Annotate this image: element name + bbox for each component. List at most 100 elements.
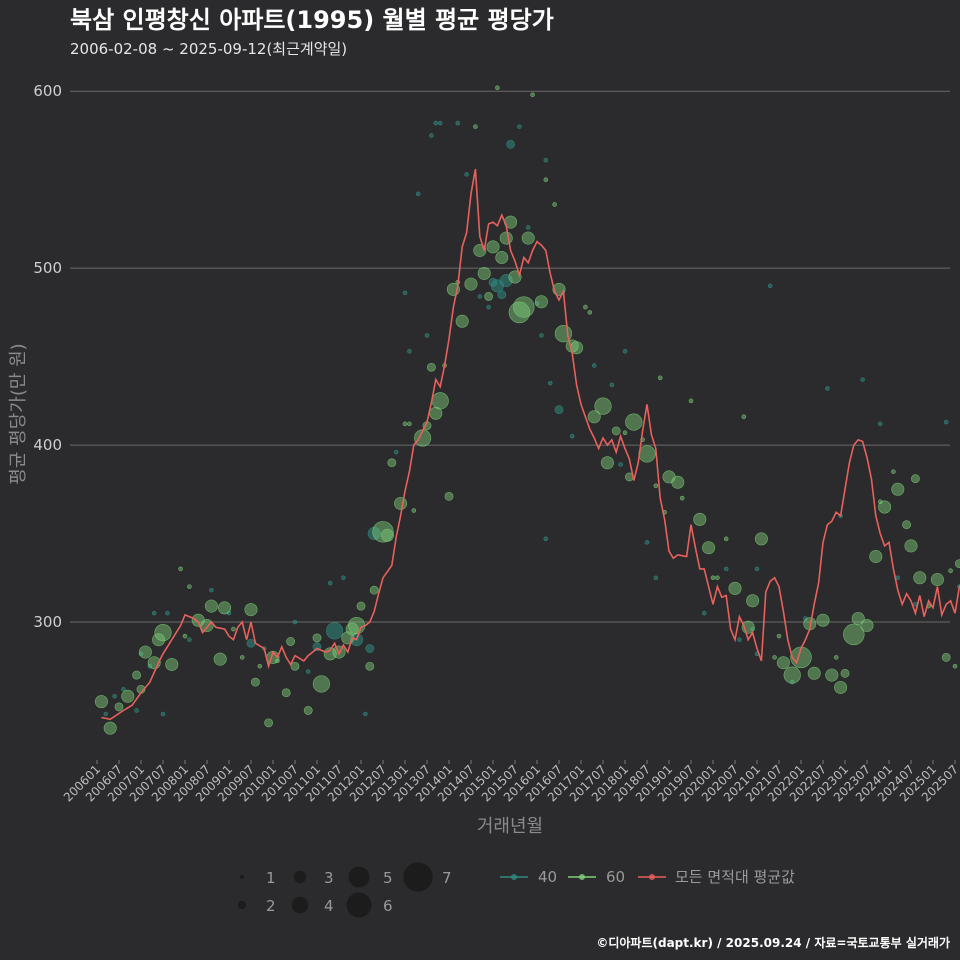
point-60-32: [312, 675, 331, 693]
point-40-6: [151, 610, 157, 616]
point-60-42: [380, 528, 394, 542]
size-legend-circle-4: [291, 896, 309, 914]
point-60-28: [286, 637, 295, 646]
y-gridlines: [70, 90, 950, 623]
point-60-44: [394, 496, 408, 510]
point-40-30: [433, 120, 439, 126]
point-40-65: [825, 386, 830, 391]
point-40-54: [644, 540, 650, 545]
legend-label-40: 40: [538, 868, 557, 886]
point-60-10: [165, 657, 179, 671]
point-60-82: [587, 410, 601, 424]
point-40-55: [653, 575, 659, 581]
point-60-100: [710, 575, 716, 581]
point-60-134: [941, 652, 951, 662]
size-legend-label-5: 5: [383, 869, 393, 887]
point-60-6: [138, 645, 152, 659]
point-60-107: [754, 532, 768, 546]
point-60-9: [154, 624, 172, 642]
point-60-21: [244, 603, 258, 617]
point-60-66: [499, 231, 513, 245]
point-40-46: [543, 536, 549, 542]
point-60-116: [825, 668, 839, 682]
point-40-68: [877, 421, 883, 427]
point-60-99: [702, 541, 716, 555]
size-legend-circle-2: [237, 900, 247, 910]
point-40-32: [455, 120, 461, 126]
point-60-47: [411, 508, 417, 513]
point-40-31: [437, 120, 443, 126]
point-60-130: [911, 474, 920, 484]
point-60-27: [281, 688, 291, 698]
point-60-75: [552, 202, 557, 207]
point-60-59: [473, 124, 478, 129]
point-40-39: [499, 274, 513, 288]
point-60-86: [622, 430, 628, 435]
point-60-118: [834, 680, 848, 694]
point-40-38: [497, 290, 507, 300]
point-60-61: [477, 266, 491, 280]
point-60-88: [625, 413, 643, 431]
point-40-12: [246, 638, 256, 648]
point-40-2: [121, 686, 126, 692]
point-40-29: [429, 133, 434, 138]
point-40-41: [517, 124, 522, 129]
point-60-41: [372, 521, 394, 543]
point-60-128: [902, 520, 911, 530]
point-40-49: [569, 433, 575, 439]
point-60-95: [671, 475, 685, 489]
point-40-23: [367, 527, 381, 541]
point-60-58: [464, 277, 478, 291]
point-60-115: [816, 613, 830, 627]
chart-subtitle: 2006-02-08 ~ 2025-09-12(최근계약일): [70, 40, 347, 58]
average-price-line: [101, 168, 960, 721]
size-legend-circle-6: [346, 892, 372, 918]
point-60-65: [495, 251, 509, 265]
point-60-26: [275, 658, 280, 664]
point-60-31: [312, 633, 322, 643]
point-40-21: [363, 711, 368, 717]
point-40-8: [165, 610, 170, 616]
point-60-2: [114, 702, 124, 712]
point-60-40: [369, 585, 379, 595]
point-60-37: [348, 616, 366, 635]
point-60-23: [257, 663, 263, 669]
size-legend-circle-7: [403, 862, 433, 892]
point-60-136: [952, 663, 958, 669]
point-60-29: [290, 661, 300, 671]
point-40-18: [326, 622, 344, 640]
point-60-70: [513, 296, 535, 318]
point-60-127: [891, 482, 905, 496]
point-60-101: [715, 575, 720, 581]
point-40-17: [327, 580, 333, 586]
point-60-85: [611, 426, 621, 436]
point-60-120: [843, 623, 865, 646]
point-60-46: [407, 421, 412, 427]
point-40-45: [543, 157, 549, 163]
point-60-104: [741, 414, 747, 420]
chart-title: 북삼 인평창신 아파트(1995) 월별 평균 평당가: [70, 6, 554, 34]
point-40-7: [160, 711, 166, 717]
x-axis-title: 거래년월: [477, 816, 543, 837]
point-40-3: [134, 708, 139, 713]
point-60-121: [851, 611, 865, 625]
point-60-106: [746, 594, 760, 608]
point-60-20: [239, 655, 245, 660]
series-60-points: [94, 85, 960, 735]
point-60-111: [783, 666, 801, 684]
point-60-54: [444, 491, 454, 501]
legend-item-60: 60: [568, 868, 625, 886]
series-40-points: [103, 120, 960, 717]
legend-item-average: 모든 면적대 평균값: [638, 868, 795, 886]
point-40-48: [554, 405, 564, 415]
point-60-126: [891, 469, 896, 474]
point-60-119: [840, 668, 850, 678]
size-legend-label-4: 4: [324, 897, 334, 915]
point-40-10: [209, 587, 214, 593]
point-40-62: [767, 283, 773, 289]
point-60-103: [728, 581, 742, 595]
point-40-40: [506, 139, 515, 149]
size-legend-circle-3: [293, 870, 307, 884]
point-40-24: [393, 449, 399, 455]
